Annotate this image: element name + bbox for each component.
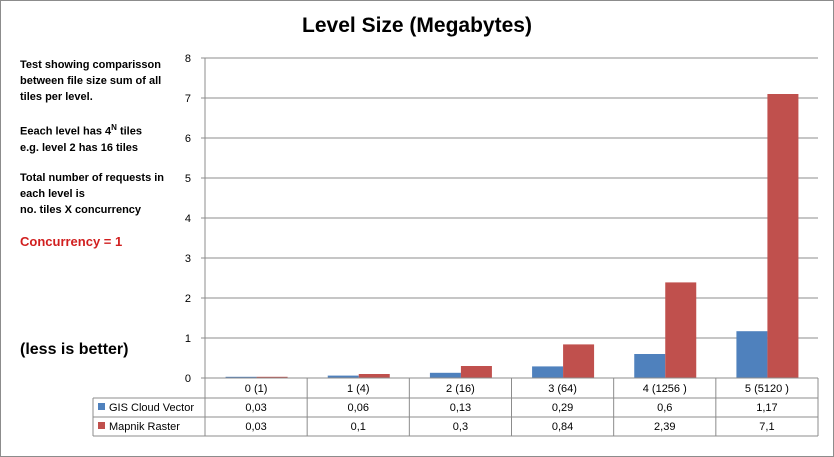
data-value-label: 0,03	[245, 421, 266, 433]
bar-gis-cloud-vector	[634, 354, 666, 378]
bars	[225, 94, 799, 378]
y-tick-label: 2	[185, 293, 191, 305]
data-value-label: 7,1	[759, 421, 774, 433]
bar-mapnik-raster	[665, 282, 697, 378]
note-level-sup: N	[111, 123, 117, 132]
bar-mapnik-raster	[358, 374, 390, 378]
y-tick-label: 0	[185, 373, 191, 385]
legend-series-name: GIS Cloud Vector	[109, 402, 194, 414]
data-value-label: 0,06	[348, 402, 369, 414]
note-req-3: no. tiles X concurrency	[20, 204, 142, 216]
data-value-label: 2,39	[654, 421, 675, 433]
y-axis-ticks: 0 1 2 3 4 5 6 7 8	[185, 53, 191, 385]
x-category-label: 2 (16)	[446, 383, 475, 395]
gridlines	[201, 57, 818, 379]
note-req-2: each level is	[20, 188, 85, 200]
legend-series-name: Mapnik Raster	[109, 421, 180, 433]
y-tick-label: 6	[185, 133, 191, 145]
concurrency-note: Concurrency = 1	[20, 234, 123, 249]
data-value-label: 0,84	[552, 421, 573, 433]
y-tick-label: 8	[185, 53, 191, 65]
legend-swatch	[98, 403, 105, 410]
data-value-label: 0,3	[453, 421, 468, 433]
note-line-2: between file size sum of all	[20, 75, 162, 87]
y-tick-label: 4	[185, 213, 191, 225]
bar-gis-cloud-vector	[225, 376, 257, 378]
bar-gis-cloud-vector	[429, 372, 461, 378]
bar-mapnik-raster	[460, 366, 492, 378]
data-value-label: 0,1	[351, 421, 366, 433]
note-level-post: tiles	[116, 125, 142, 138]
note-req-1: Total number of requests in	[20, 172, 165, 184]
note-requests: Total number of requests in each level i…	[20, 170, 164, 218]
data-value-label: 0,29	[552, 402, 573, 414]
y-tick-label: 7	[185, 93, 191, 105]
bar-gis-cloud-vector	[736, 331, 768, 378]
bar-mapnik-raster	[256, 376, 288, 378]
y-tick-label: 3	[185, 253, 191, 265]
data-value-label: 1,17	[756, 402, 777, 414]
note-level-line: Eeach level has 4N tiles	[20, 120, 142, 140]
x-category-label: 1 (4)	[347, 383, 370, 395]
bar-gis-cloud-vector	[327, 375, 359, 378]
y-tick-label: 5	[185, 173, 191, 185]
legend-swatch	[98, 422, 105, 429]
bar-mapnik-raster	[767, 94, 799, 378]
data-value-label: 0,13	[450, 402, 471, 414]
note-level-pre: Eeach level has 4	[20, 125, 112, 138]
y-tick-label: 1	[185, 333, 191, 345]
data-table: 0 (1) 1 (4) 2 (16) 3 (64) 4 (1256 ) 5 (5120 )…	[92, 377, 819, 437]
note-line-1: Test showing comparisson	[20, 59, 161, 71]
note-level: Eeach level has 4N tiles e.g. level 2 ha…	[20, 120, 142, 156]
data-value-label: 0,6	[657, 402, 672, 414]
x-category-label: 4 (1256 )	[643, 383, 687, 395]
data-value-label: 0,03	[245, 402, 266, 414]
note-description: Test showing comparisson between file si…	[20, 57, 161, 105]
x-category-label: 5 (5120 )	[745, 383, 789, 395]
less-is-better-note: (less is better)	[20, 341, 129, 358]
note-example: e.g. level 2 has 16 tiles	[20, 141, 139, 154]
bar-mapnik-raster	[563, 344, 595, 378]
chart-title: Level Size (Megabytes)	[302, 14, 532, 37]
bar-gis-cloud-vector	[532, 366, 564, 378]
x-category-label: 0 (1)	[245, 383, 268, 395]
x-category-label: 3 (64)	[548, 383, 577, 395]
note-line-3: tiles per level.	[20, 91, 93, 103]
